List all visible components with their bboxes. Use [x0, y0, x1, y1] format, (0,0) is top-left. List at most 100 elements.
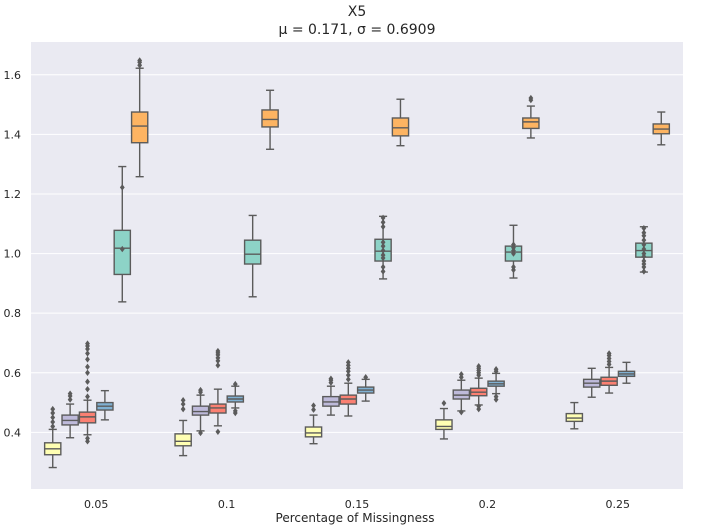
y-tick-label: 0.6 — [4, 367, 22, 380]
chart-title: X5 — [348, 4, 367, 20]
box-body — [174, 433, 192, 447]
y-axis-ticks: 0.4 0.6 0.8 1.0 1.2 1.4 1.6 — [4, 69, 22, 440]
box-0.1 — [209, 347, 227, 435]
outlier-marker — [511, 241, 516, 248]
x-axis-ticks: 0.05 0.1 0.15 0.2 0.25 — [84, 498, 630, 511]
outlier-marker — [50, 409, 56, 417]
box-body — [191, 405, 210, 416]
outlier-marker — [180, 400, 186, 408]
outlier-marker — [85, 435, 90, 442]
outlier-marker — [380, 247, 386, 254]
outlier-marker — [85, 385, 90, 393]
outlier-marker — [215, 428, 221, 435]
box-0.2 — [452, 371, 471, 416]
outlier-marker — [328, 375, 334, 382]
outlier-marker — [476, 363, 482, 370]
gridlines — [31, 74, 683, 433]
outlier-marker — [85, 378, 90, 385]
series-5 — [113, 165, 653, 303]
box-0.2 — [469, 363, 488, 413]
box-0.15 — [304, 402, 323, 445]
x-tick-label: 0.2 — [479, 498, 497, 511]
series-2 — [61, 367, 601, 439]
outlier-marker — [380, 223, 386, 230]
box-body — [130, 111, 149, 144]
box-0.25 — [652, 111, 671, 146]
outlier-marker — [85, 363, 90, 371]
box-body — [243, 239, 262, 265]
box-0.1 — [226, 380, 245, 417]
box-series-layer — [43, 57, 671, 469]
box-0.05 — [113, 165, 132, 303]
outlier-marker — [215, 362, 221, 369]
box-0.15 — [391, 98, 410, 147]
box-body — [113, 229, 132, 276]
outlier-marker — [85, 350, 90, 357]
box-0.15 — [374, 214, 392, 280]
outlier-marker — [137, 57, 143, 64]
x-tick-label: 0.05 — [84, 498, 109, 511]
outlier-marker — [311, 402, 316, 409]
outlier-marker — [380, 268, 386, 275]
box-body — [522, 117, 540, 130]
outlier-marker — [85, 369, 90, 376]
outlier-marker — [345, 371, 351, 379]
outlier-marker — [50, 414, 56, 421]
chart-title-group: X5 μ = 0.171, σ = 0.6909 — [278, 4, 435, 38]
y-tick-label: 1.6 — [4, 69, 22, 82]
outlier-marker — [380, 251, 386, 259]
outlier-marker — [380, 239, 386, 246]
outlier-marker — [85, 340, 90, 347]
outlier-marker — [493, 393, 499, 400]
outlier-marker — [380, 242, 386, 250]
x-tick-label: 0.25 — [606, 498, 631, 511]
outlier-marker — [641, 245, 647, 253]
outlier-marker — [232, 407, 238, 415]
outlier-marker — [528, 94, 534, 102]
outlier-marker — [641, 236, 647, 244]
box-0.2 — [435, 399, 453, 440]
outlier-marker — [493, 366, 499, 373]
box-0.1 — [243, 214, 262, 298]
box-0.25 — [600, 350, 618, 394]
y-tick-label: 1.4 — [4, 128, 22, 141]
x-tick-label: 0.15 — [345, 498, 370, 511]
box-0.1 — [261, 89, 279, 150]
series-4 — [96, 361, 636, 421]
outlier-marker — [476, 402, 482, 410]
outlier-marker — [606, 350, 612, 357]
y-tick-label: 0.4 — [4, 426, 22, 439]
outlier-marker — [641, 268, 647, 275]
outlier-marker — [50, 405, 56, 413]
outlier-marker — [50, 418, 56, 426]
outlier-marker — [641, 225, 647, 232]
y-tick-label: 1.0 — [4, 248, 22, 261]
box-0.2 — [487, 366, 505, 403]
outlier-marker — [363, 374, 369, 381]
outlier-marker — [641, 250, 647, 257]
y-tick-label: 1.2 — [4, 188, 22, 201]
x-tick-label: 0.1 — [218, 498, 236, 511]
outlier-marker — [232, 380, 238, 388]
outlier-marker — [458, 371, 464, 378]
box-0.2 — [504, 224, 523, 279]
outlier-marker — [198, 429, 203, 437]
outlier-marker — [441, 399, 447, 407]
outlier-marker — [85, 356, 90, 363]
outlier-marker — [85, 393, 90, 400]
box-0.15 — [322, 375, 340, 416]
box-0.05 — [130, 57, 149, 178]
outlier-marker — [641, 241, 647, 248]
outlier-marker — [380, 214, 386, 222]
box-0.25 — [582, 367, 601, 398]
box-0.05 — [43, 405, 62, 469]
box-0.25 — [635, 225, 653, 275]
box-0.15 — [356, 374, 375, 402]
y-tick-label: 0.8 — [4, 307, 22, 320]
outlier-marker — [511, 263, 516, 271]
x-axis-label: Percentage of Missingness — [276, 511, 435, 525]
box-body — [391, 117, 410, 137]
box-0.05 — [78, 340, 97, 445]
outlier-marker — [345, 359, 351, 366]
outlier-marker — [641, 229, 647, 236]
